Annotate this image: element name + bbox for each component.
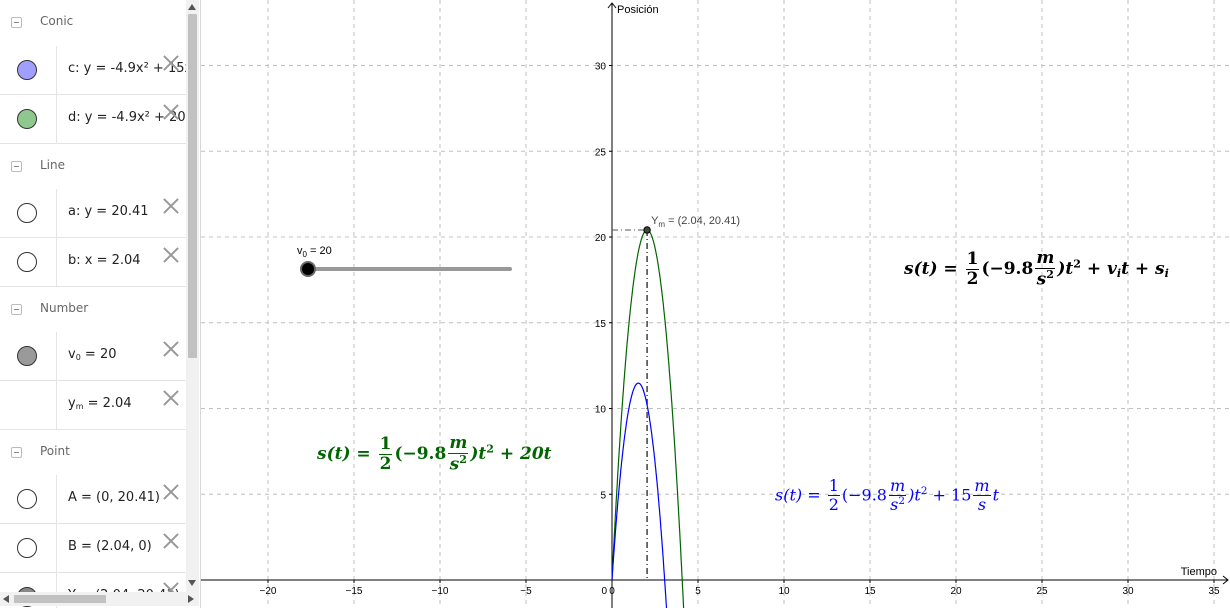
slider-label: v0 = 20 [297, 245, 332, 259]
x-tick-label: −5 [520, 586, 532, 597]
group-label: Point [40, 444, 70, 458]
y-tick-label: 25 [595, 147, 607, 158]
group-label: Number [40, 301, 89, 315]
algebra-item-text[interactable]: v0 = 20 [68, 347, 117, 362]
scroll-up-icon[interactable] [188, 4, 196, 10]
visibility-toggle-a[interactable] [17, 203, 37, 223]
y-tick-label: 20 [595, 233, 607, 244]
delete-icon[interactable] [162, 483, 180, 501]
x-axis-label: Tiempo [1181, 566, 1217, 578]
visibility-toggle-b[interactable] [17, 252, 37, 272]
x-tick-label: 5 [695, 586, 701, 597]
delete-icon[interactable] [162, 246, 180, 264]
algebra-item-ym[interactable]: ym = 2.04 [0, 381, 186, 430]
delete-icon[interactable] [162, 103, 180, 121]
x-tick-label: 0 [609, 586, 615, 597]
collapse-icon[interactable] [11, 447, 22, 458]
x-tick-label: 30 [1122, 586, 1134, 597]
x-tick-label: −20 [260, 586, 277, 597]
group-label: Conic [40, 14, 74, 28]
visibility-toggle-B[interactable] [17, 538, 37, 558]
point-ym[interactable] [643, 226, 651, 234]
origin-label: 0 [601, 586, 607, 597]
y-axis-label: Posición [617, 4, 659, 16]
scrollbar-thumb[interactable] [14, 595, 106, 603]
algebra-item-b[interactable]: b: x = 2.04 [0, 238, 186, 287]
slider-handle[interactable] [300, 261, 316, 277]
scroll-right-icon[interactable] [188, 595, 194, 603]
group-header-conic[interactable]: Conic [0, 0, 186, 47]
horizontal-scrollbar[interactable] [0, 592, 199, 606]
algebra-item-B[interactable]: B = (2.04, 0) [0, 524, 186, 573]
algebra-item-v0[interactable]: v0 = 20 [0, 332, 186, 381]
y-tick-label: 5 [600, 490, 606, 501]
x-tick-label: 25 [1036, 586, 1048, 597]
collapse-icon[interactable] [11, 17, 22, 28]
scrollbar-thumb[interactable] [188, 14, 197, 358]
x-tick-label: 15 [864, 586, 876, 597]
algebra-item-text[interactable]: b: x = 2.04 [68, 253, 141, 268]
group-label: Line [40, 158, 66, 172]
group-header-point[interactable]: Point [0, 430, 186, 477]
formula-blue[interactable]: s(t) = 1 2 (−9.8 m s2)t2 + 15 m s t [775, 476, 999, 515]
x-tick-label: −15 [346, 586, 363, 597]
collapse-icon[interactable] [11, 304, 22, 315]
algebra-item-text[interactable]: A = (0, 20.41) [68, 490, 160, 505]
formula-general[interactable]: s(t) = 1 2 (−9.8 m s2)t2 + vit + si [904, 248, 1169, 290]
delete-icon[interactable] [162, 197, 180, 215]
visibility-toggle-A[interactable] [17, 489, 37, 509]
delete-icon[interactable] [162, 340, 180, 358]
x-tick-label: 20 [950, 586, 962, 597]
scroll-left-icon[interactable] [3, 595, 9, 603]
parabola-c[interactable] [611, 382, 668, 608]
formula-green[interactable]: s(t) = 1 2 (−9.8 m s2)t2 + 20t [317, 433, 552, 475]
vertical-scrollbar[interactable] [186, 0, 199, 592]
group-header-line[interactable]: Line [0, 144, 186, 191]
y-tick-label: 15 [595, 319, 607, 330]
delete-icon[interactable] [162, 54, 180, 72]
axes [201, 2, 1229, 608]
visibility-toggle-d[interactable] [17, 109, 37, 129]
y-tick-label: 10 [595, 405, 607, 416]
algebra-item-text[interactable]: ym = 2.04 [68, 396, 132, 411]
collapse-icon[interactable] [11, 161, 22, 172]
delete-icon[interactable] [162, 389, 180, 407]
x-axis-arrow-icon [1222, 575, 1229, 585]
algebra-item-d[interactable]: d: y = -4.9x² + 20x [0, 95, 193, 144]
delete-icon[interactable] [162, 532, 180, 550]
x-tick-label: −10 [432, 586, 449, 597]
grid [201, 0, 1230, 608]
algebra-item-A[interactable]: A = (0, 20.41) [0, 475, 186, 524]
visibility-toggle-v0[interactable] [17, 346, 37, 366]
graphics-view[interactable]: −20 −15 −10 −5 0 5 10 15 20 25 30 35 0 5 10 15 20 25 30 Ti… [201, 0, 1230, 608]
x-tick-label: 10 [778, 586, 790, 597]
algebra-item-text[interactable]: a: y = 20.41 [68, 204, 149, 219]
y-axis-arrow-icon [607, 2, 617, 9]
group-header-number[interactable]: Number [0, 287, 186, 334]
algebra-view: Conic c: y = -4.9x² + 15x d: y = -4.9x² … [0, 0, 201, 608]
algebra-item-text[interactable]: B = (2.04, 0) [68, 539, 152, 554]
scroll-down-icon[interactable] [188, 580, 196, 586]
parabola-d[interactable] [611, 229, 685, 608]
point-ym-label: Ym = (2.04, 20.41) [651, 215, 740, 229]
x-tick-label: 35 [1208, 586, 1220, 597]
tick-labels: −20 −15 −10 −5 0 5 10 15 20 25 30 35 0 5 10 15 20 25 30 [260, 62, 1220, 598]
y-tick-label: 30 [595, 62, 607, 73]
visibility-toggle-c[interactable] [17, 60, 37, 80]
algebra-item-a[interactable]: a: y = 20.41 [0, 189, 186, 238]
algebra-item-c[interactable]: c: y = -4.9x² + 15x [0, 46, 192, 95]
